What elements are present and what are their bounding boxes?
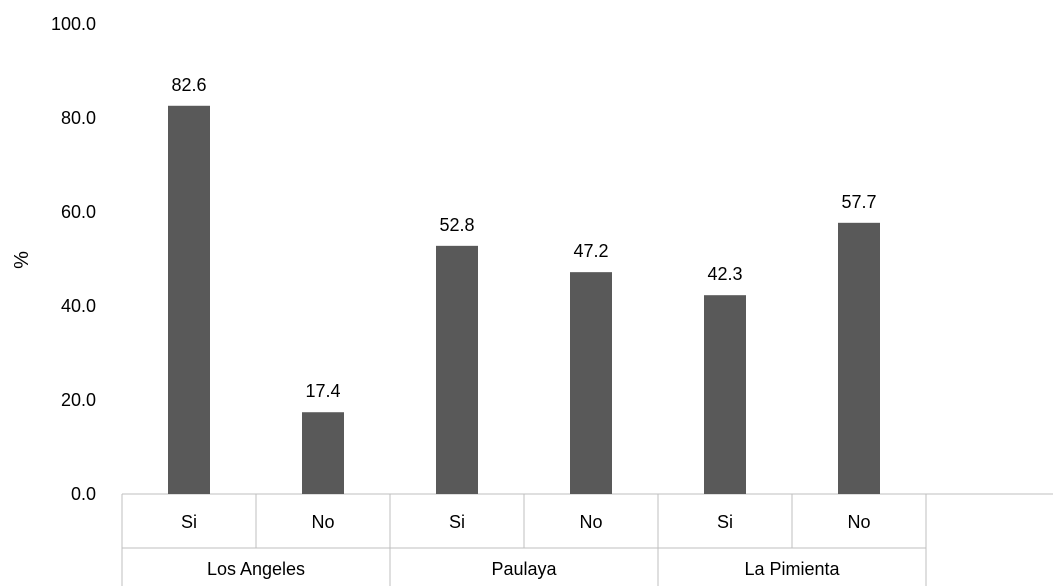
bar bbox=[704, 295, 746, 494]
bar bbox=[168, 105, 210, 494]
category-label: Si bbox=[717, 512, 733, 532]
group-label: La Pimienta bbox=[744, 559, 840, 579]
bar bbox=[570, 272, 612, 494]
group-label: Los Angeles bbox=[207, 559, 305, 579]
y-tick-label: 20.0 bbox=[61, 390, 96, 410]
bars bbox=[168, 105, 880, 494]
category-label: Si bbox=[449, 512, 465, 532]
y-axis-label: % bbox=[11, 251, 33, 269]
category-label: No bbox=[311, 512, 334, 532]
data-labels: 82.6 17.4 52.8 47.2 42.3 57.7 bbox=[171, 75, 876, 401]
group-label: Paulaya bbox=[491, 559, 557, 579]
category-label: No bbox=[579, 512, 602, 532]
y-tick-label: 0.0 bbox=[71, 484, 96, 504]
bar bbox=[302, 412, 344, 494]
data-label: 42.3 bbox=[707, 264, 742, 284]
y-axis-ticks: 0.0 20.0 40.0 60.0 80.0 100.0 bbox=[51, 14, 96, 504]
bar bbox=[436, 245, 478, 494]
x-axis-categories: Si No Los Angeles Si No Paulaya Si No La Pimient… bbox=[181, 512, 871, 579]
y-tick-label: 100.0 bbox=[51, 14, 96, 34]
data-label: 47.2 bbox=[573, 241, 608, 261]
category-label: No bbox=[847, 512, 870, 532]
data-label: 52.8 bbox=[439, 215, 474, 235]
category-label: Si bbox=[181, 512, 197, 532]
data-label: 82.6 bbox=[171, 75, 206, 95]
data-label: 17.4 bbox=[305, 381, 340, 401]
y-tick-label: 80.0 bbox=[61, 108, 96, 128]
data-label: 57.7 bbox=[841, 192, 876, 212]
y-tick-label: 40.0 bbox=[61, 296, 96, 316]
y-tick-label: 60.0 bbox=[61, 202, 96, 222]
bar bbox=[838, 222, 880, 494]
